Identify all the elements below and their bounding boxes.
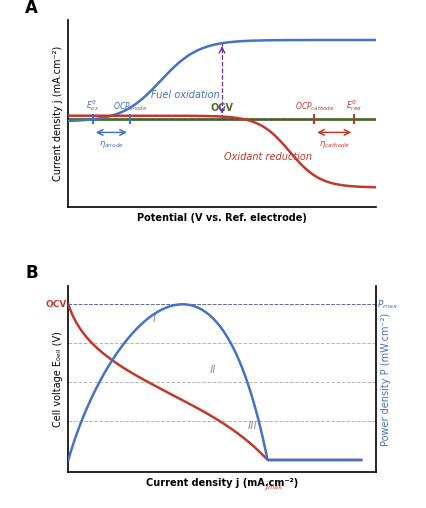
Text: $E^{0'}_{ox}$: $E^{0'}_{ox}$: [86, 98, 99, 113]
Text: Oxidant reduction: Oxidant reduction: [224, 152, 311, 162]
Text: OCV: OCV: [210, 103, 233, 113]
X-axis label: Current density j (mA.cm⁻²): Current density j (mA.cm⁻²): [146, 478, 297, 488]
Text: B: B: [25, 264, 38, 282]
Text: $\eta_{cathode}$: $\eta_{cathode}$: [318, 139, 349, 150]
Text: $j_{max}$: $j_{max}$: [263, 479, 283, 492]
Text: Fuel oxidation: Fuel oxidation: [150, 90, 219, 100]
Text: $P_{max}$: $P_{max}$: [377, 298, 397, 310]
Text: I: I: [153, 314, 155, 324]
Text: A: A: [25, 0, 38, 17]
Text: $E^{0'}_{red}$: $E^{0'}_{red}$: [345, 98, 361, 113]
Y-axis label: Cell voltage E₀ₑₗₗ (V): Cell voltage E₀ₑₗₗ (V): [53, 331, 63, 427]
Y-axis label: Current density j (mA.cm⁻²): Current density j (mA.cm⁻²): [53, 46, 63, 181]
Text: III: III: [248, 421, 257, 431]
Text: OCV: OCV: [45, 300, 66, 309]
X-axis label: Potential (V vs. Ref. electrode): Potential (V vs. Ref. electrode): [137, 213, 306, 223]
Text: $OCP_{cathode}$: $OCP_{cathode}$: [294, 100, 333, 113]
Y-axis label: Power density P (mW.cm⁻²): Power density P (mW.cm⁻²): [380, 312, 390, 446]
Text: $\eta_{anode}$: $\eta_{anode}$: [98, 139, 124, 150]
Text: $OCP_{anode}$: $OCP_{anode}$: [112, 100, 147, 113]
Text: II: II: [209, 365, 216, 375]
